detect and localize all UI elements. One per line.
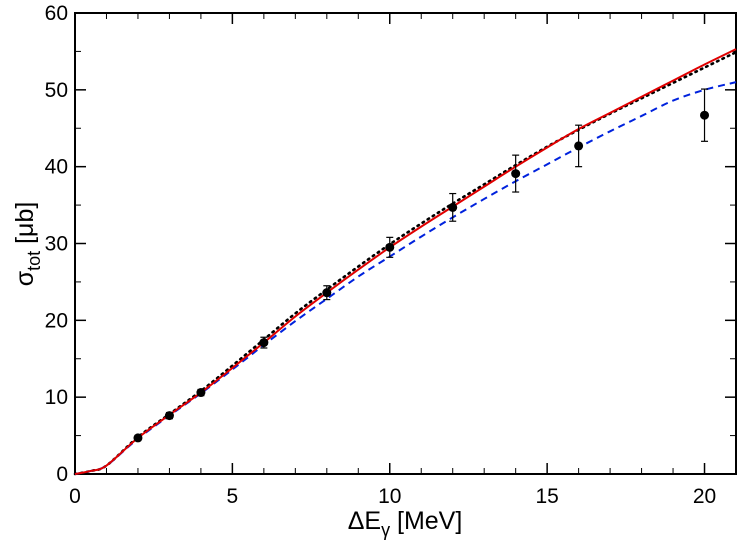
x-axis-title-sub: γ: [381, 520, 390, 540]
data-point: [385, 242, 395, 252]
x-axis-title: ΔEγ [MeV]: [348, 507, 463, 540]
x-axis-title-main: ΔE: [348, 507, 381, 535]
y-tick-label: 20: [45, 309, 68, 332]
x-axis-title-unit: [MeV]: [390, 507, 462, 535]
data-point: [133, 433, 143, 443]
x-tick-label: 20: [693, 485, 716, 508]
y-axis-title-main: σ: [11, 270, 39, 286]
data-point: [259, 338, 269, 348]
plot-frame: [74, 12, 737, 475]
data-points: [133, 88, 710, 443]
y-tick-label: 10: [45, 386, 68, 409]
y-axis-title-unit: [μb]: [11, 202, 39, 251]
x-tick-label: 5: [227, 485, 239, 508]
data-point: [322, 288, 332, 298]
data-point: [448, 202, 458, 212]
y-tick-label: 30: [45, 233, 68, 256]
y-axis-title: σtot [μb]: [11, 202, 44, 287]
data-point: [511, 169, 521, 179]
y-tick-label: 60: [45, 2, 68, 25]
y-tick-label: 0: [56, 463, 68, 486]
plot-frame-group: [74, 12, 737, 475]
curves: [73, 48, 738, 476]
data-point: [700, 110, 710, 120]
curve-solid-red: [74, 48, 737, 475]
x-tick-label: 15: [535, 485, 558, 508]
data-point: [574, 141, 584, 151]
tick-marks: [74, 12, 737, 475]
tick-labels: 0 5 10 15 20 0 10 20 30 40 50 60: [45, 2, 717, 508]
x-tick-label: 10: [378, 485, 401, 508]
y-axis-title-sub: tot: [24, 251, 44, 271]
data-point: [164, 411, 174, 421]
y-tick-label: 50: [45, 79, 68, 102]
y-tick-label: 40: [45, 156, 68, 179]
x-tick-label: 0: [69, 485, 81, 508]
curve-dashed-blue: [74, 81, 737, 475]
data-point: [196, 388, 206, 398]
